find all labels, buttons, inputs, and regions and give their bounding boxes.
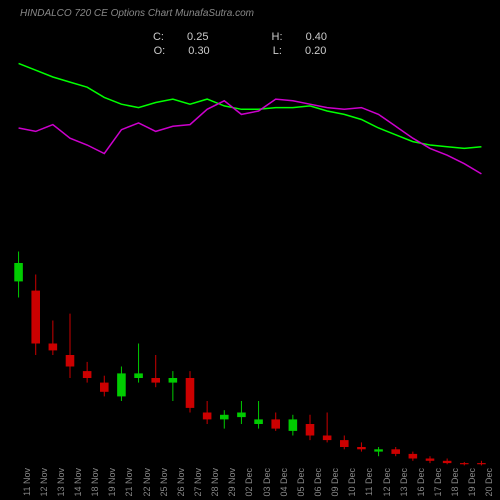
candle-body [374,449,383,451]
chart-area [10,60,490,470]
ohlc-display: C: 0.25 H: 0.40 O: 0.30 L: 0.20 [20,30,480,58]
x-label: 03 Dec [262,468,272,498]
ohlc-c: 0.25 [187,30,208,44]
candle-body [151,378,160,383]
candle-body [460,463,469,464]
chart-title: HINDALCO 720 CE Options Chart MunafaSutr… [20,8,480,19]
x-label: 06 Dec [313,468,323,498]
x-axis-labels: 11 Nov12 Nov13 Nov14 Nov18 Nov19 Nov21 N… [10,472,490,498]
x-label: 25 Nov [159,468,169,498]
candle-body [49,344,58,351]
x-label: 28 Nov [210,468,220,498]
candle-body [66,355,75,367]
ohlc-o: 0.30 [188,44,209,58]
candle-body [169,378,178,383]
candle-body [391,449,400,454]
x-label: 10 Dec [347,468,357,498]
x-label: 20 Dec [484,468,494,498]
x-label: 05 Dec [296,468,306,498]
candle-body [306,424,315,436]
chart-svg [10,60,490,470]
x-label: 11 Nov [22,468,32,498]
x-label: 09 Dec [330,468,340,498]
candle-body [409,454,418,459]
x-label: 12 Dec [382,468,392,498]
candle-body [186,378,195,408]
x-label: 14 Nov [73,468,83,498]
x-label: 18 Nov [90,468,100,498]
candle-body [237,413,246,418]
candle-body [220,415,229,420]
x-label: 04 Dec [279,468,289,498]
ohlc-l: 0.20 [305,44,326,58]
x-label: 13 Nov [56,468,66,498]
x-label: 18 Dec [450,468,460,498]
candle-body [83,371,92,378]
candle-body [134,373,143,378]
candle-body [31,291,40,344]
candle-body [443,461,452,463]
x-label: 19 Nov [107,468,117,498]
candle-body [117,373,126,396]
x-label: 22 Nov [142,468,152,498]
x-label: 16 Dec [416,468,426,498]
x-label: 21 Nov [124,468,134,498]
x-label: 29 Nov [227,468,237,498]
candle-body [323,436,332,441]
x-label: 11 Dec [364,468,374,498]
candle-body [426,459,435,461]
ohlc-h: 0.40 [306,30,327,44]
x-label: 26 Nov [176,468,186,498]
candle-body [271,419,280,428]
indicator-line-b [19,99,482,174]
candle-body [100,383,109,392]
x-label: 02 Dec [244,468,254,498]
candle-body [477,463,486,464]
x-label: 19 Dec [467,468,477,498]
candle-body [289,419,298,431]
candle-body [340,440,349,447]
x-label: 17 Dec [433,468,443,498]
candle-body [254,419,263,424]
candle-body [357,447,366,449]
x-label: 12 Nov [39,468,49,498]
x-label: 27 Nov [193,468,203,498]
candle-body [203,413,212,420]
indicator-line-a [19,63,482,148]
x-label: 13 Dec [399,468,409,498]
candle-body [14,263,23,281]
